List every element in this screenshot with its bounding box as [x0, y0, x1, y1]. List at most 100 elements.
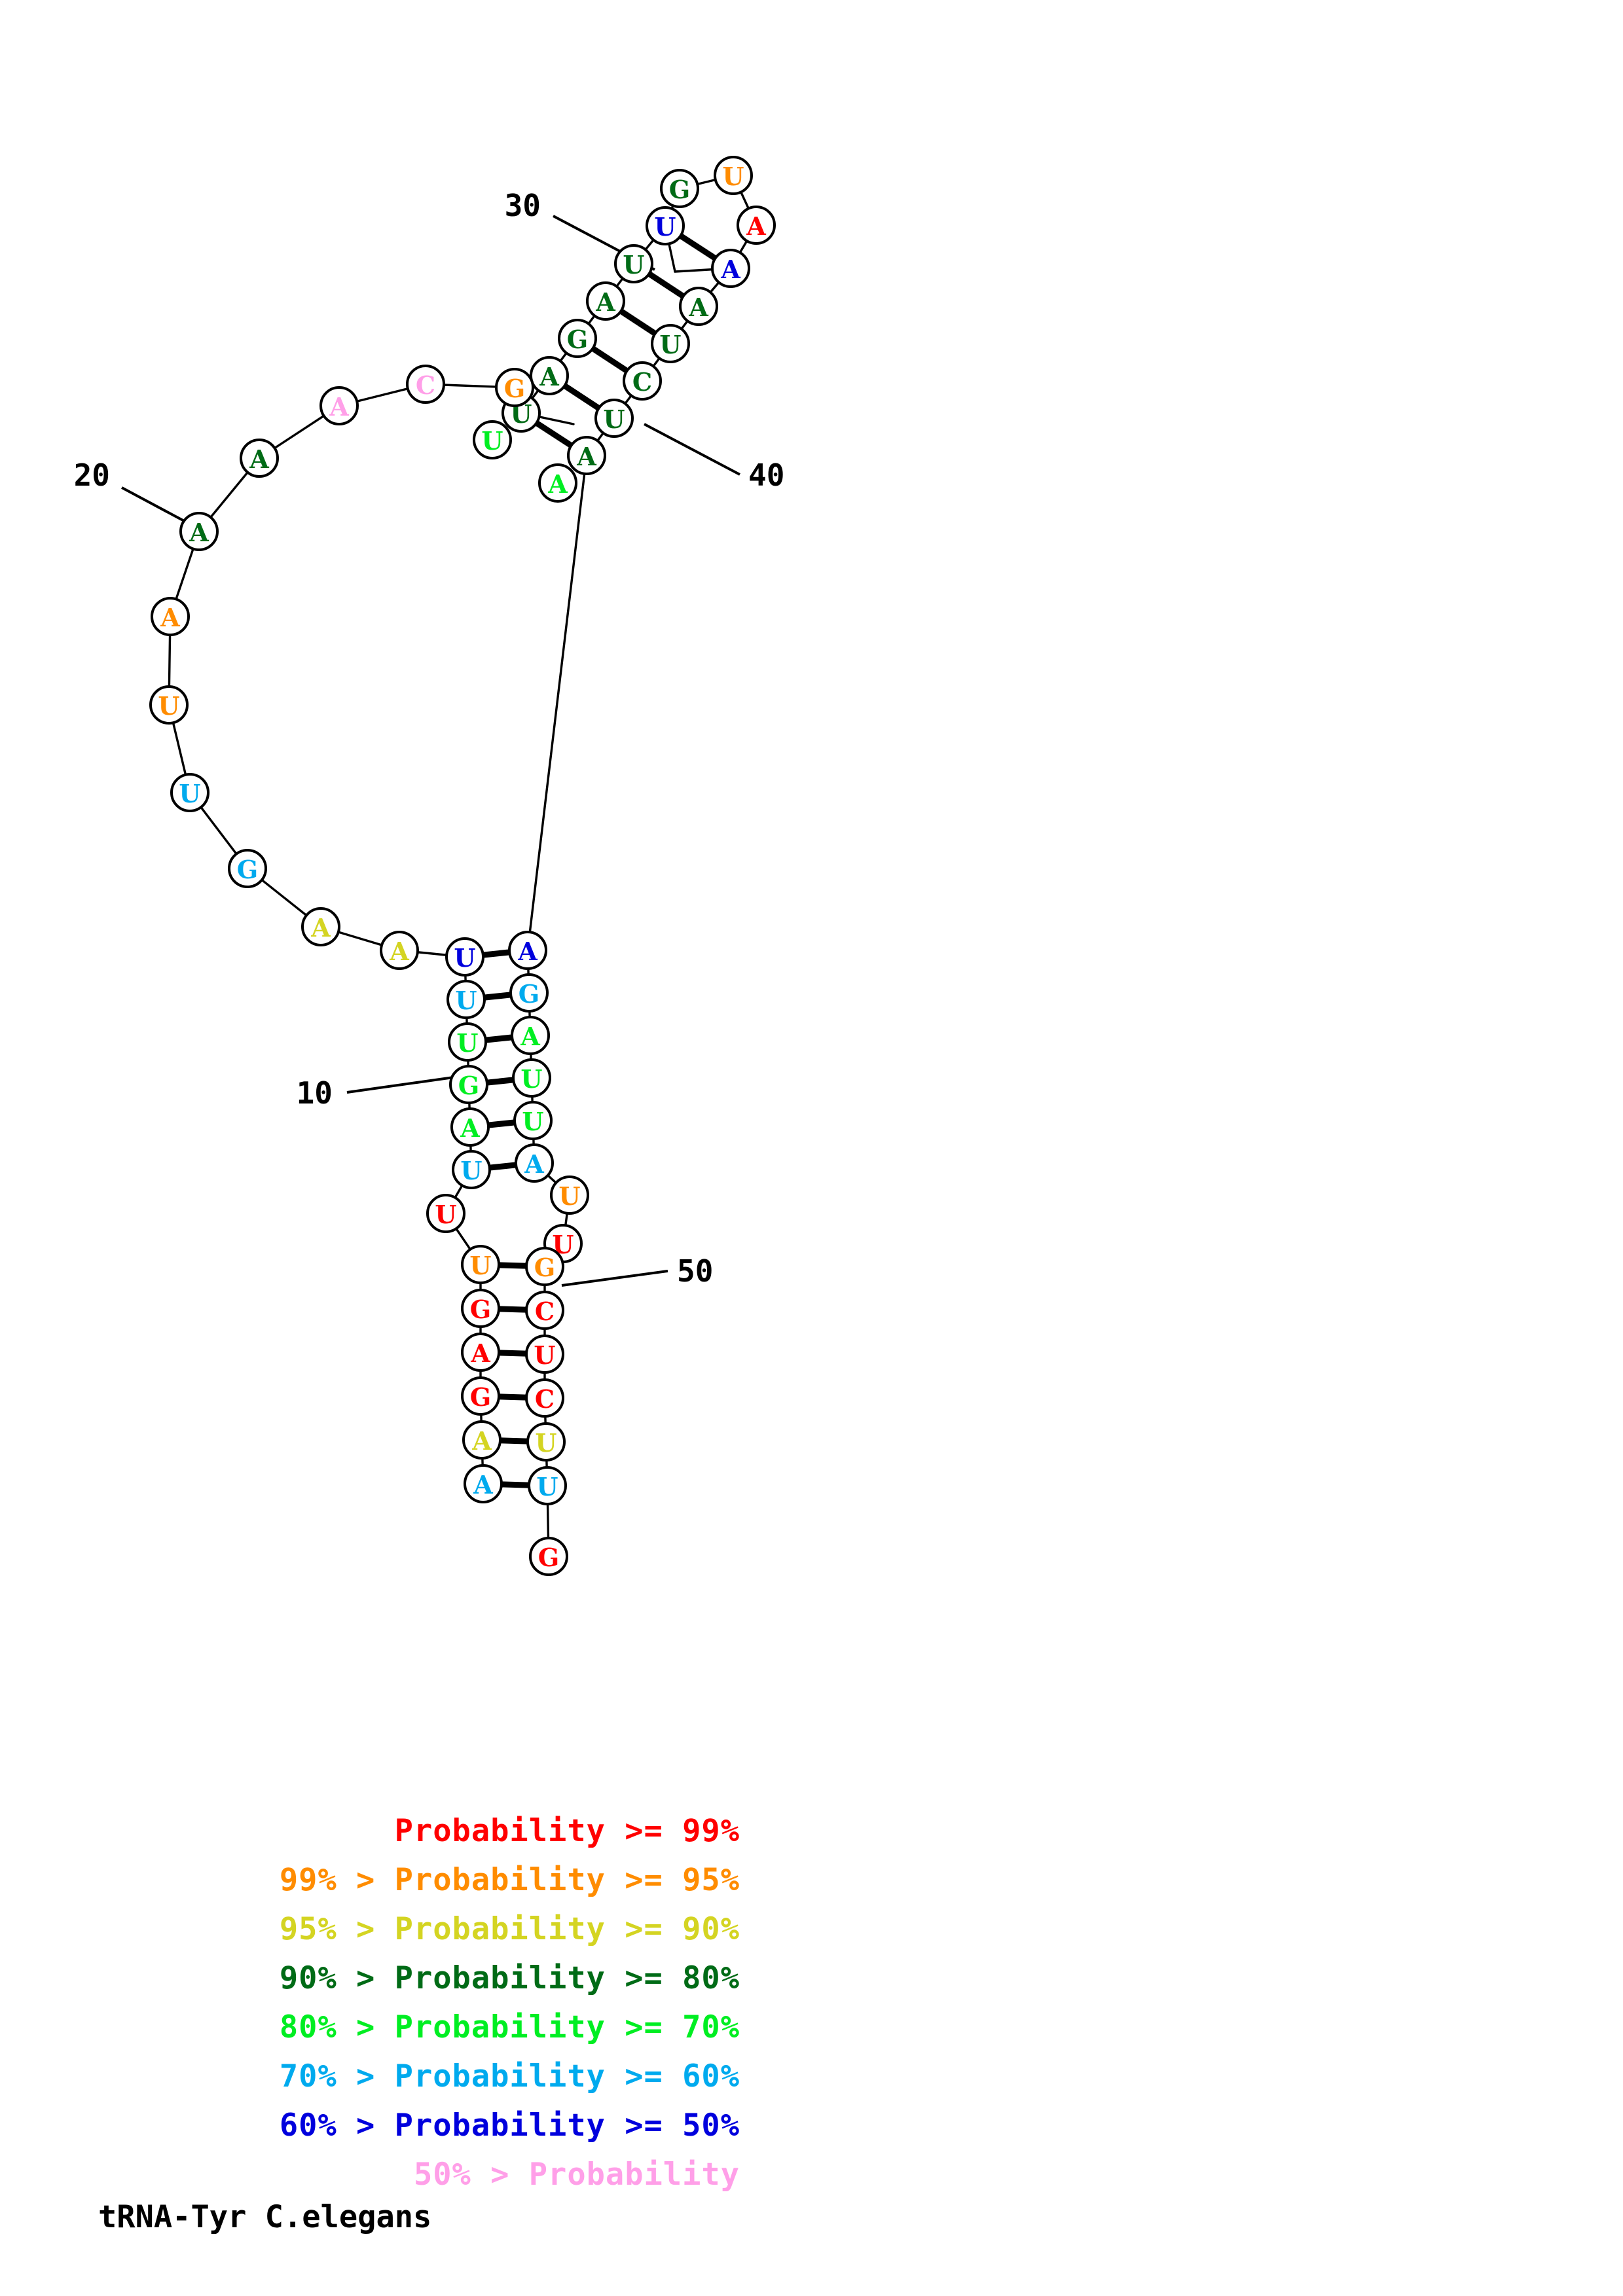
legend-row-50: 60% > Probability >= 50% — [279, 2108, 740, 2144]
svg-text:A: A — [310, 913, 331, 942]
svg-text:A: A — [460, 1113, 480, 1143]
svg-text:A: A — [517, 937, 538, 966]
svg-text:U: U — [481, 426, 503, 456]
residue-node: U — [452, 1150, 491, 1189]
leader-10 — [346, 1075, 459, 1094]
svg-text:G: G — [538, 1543, 559, 1572]
svg-text:A: A — [539, 362, 559, 391]
svg-text:U: U — [522, 1107, 543, 1136]
svg-text:C: C — [632, 367, 652, 397]
residue-node: C — [406, 365, 445, 404]
diagram-title: tRNA-Tyr C.elegans — [98, 2199, 432, 2235]
svg-text:U: U — [654, 212, 676, 242]
svg-text:A: A — [470, 1338, 490, 1368]
svg-text:U: U — [536, 1472, 558, 1501]
svg-text:G: G — [237, 855, 258, 884]
svg-text:A: A — [520, 1022, 540, 1051]
svg-text:U: U — [158, 691, 179, 721]
svg-text:C: C — [535, 1384, 555, 1414]
position-label-30: 30 — [505, 188, 541, 223]
residue-node: A — [240, 439, 279, 478]
svg-text:G: G — [519, 979, 539, 1009]
residue-node: A — [679, 287, 718, 326]
position-label-40: 40 — [748, 457, 784, 493]
residue-node: U — [445, 937, 484, 977]
residue-node: A — [450, 1107, 490, 1147]
svg-text:U: U — [558, 1181, 580, 1211]
residue-node: U — [513, 1101, 553, 1140]
residue-node: A — [461, 1333, 500, 1372]
svg-text:U: U — [179, 779, 200, 808]
svg-text:A: A — [746, 211, 766, 241]
svg-text:U: U — [520, 1064, 542, 1094]
svg-text:A: A — [329, 392, 349, 422]
svg-text:A: A — [473, 1470, 493, 1499]
residue-node: U — [149, 685, 189, 725]
svg-text:A: A — [720, 255, 740, 284]
svg-text:U: U — [534, 1340, 555, 1370]
residue-node: U — [448, 1022, 487, 1062]
svg-text:C: C — [416, 370, 435, 400]
svg-text:U: U — [456, 1028, 478, 1058]
svg-text:U: U — [469, 1251, 491, 1280]
position-number-labels: 10 20 30 40 50 — [74, 188, 785, 1289]
rna-secondary-structure-diagram: 10 20 30 40 50 G U A U U A G A U A A U C… — [74, 156, 785, 1576]
residue-node: U — [594, 399, 634, 438]
svg-text:A: A — [189, 518, 209, 547]
residue-node: G — [461, 1289, 500, 1328]
residue-node: U — [426, 1194, 465, 1233]
probability-legend: Probability >= 99% 99% > Probability >= … — [0, 1806, 818, 2199]
residue-node: U — [473, 420, 512, 459]
svg-text:G: G — [470, 1382, 491, 1412]
residue-node: C — [525, 1378, 564, 1418]
svg-text:U: U — [435, 1200, 456, 1229]
leader-40 — [644, 423, 740, 476]
svg-text:A: A — [595, 287, 615, 317]
residue-node: A — [515, 1143, 554, 1183]
svg-text:U: U — [535, 1428, 556, 1458]
residue-node: G — [228, 849, 267, 888]
svg-text:G: G — [458, 1071, 479, 1100]
residue-node: U — [714, 156, 753, 195]
residue-node: U — [614, 244, 653, 283]
svg-text:U: U — [460, 1156, 482, 1185]
residue-node: A — [538, 463, 577, 503]
position-label-20: 20 — [74, 457, 110, 493]
svg-text:A: A — [389, 937, 409, 966]
svg-text:A: A — [576, 442, 596, 471]
residue-node: U — [526, 1422, 566, 1462]
svg-text:G: G — [567, 325, 588, 354]
residue-node: A — [511, 1016, 550, 1055]
svg-text:A: A — [249, 444, 269, 474]
residue-node: A — [179, 512, 219, 551]
svg-text:U: U — [455, 986, 477, 1015]
legend-row-99: Probability >= 99% — [394, 1813, 740, 1849]
residue-node: A — [151, 597, 190, 636]
svg-text:G: G — [504, 374, 525, 403]
svg-text:A: A — [547, 469, 568, 499]
residue-node: G — [660, 169, 699, 208]
legend-row-90: 95% > Probability >= 90% — [279, 1911, 740, 1947]
residue-node: U — [525, 1335, 564, 1374]
svg-text:U: U — [659, 330, 681, 359]
svg-text:U: U — [454, 943, 475, 973]
svg-text:A: A — [160, 603, 180, 632]
position-label-10: 10 — [297, 1075, 333, 1111]
residue-node: C — [525, 1291, 564, 1330]
svg-text:U: U — [623, 250, 644, 279]
legend-row-60: 70% > Probability >= 60% — [279, 2058, 740, 2094]
residue-node: A — [586, 281, 625, 321]
svg-text:A: A — [524, 1149, 544, 1179]
residue-node: G — [449, 1065, 488, 1104]
leader-50 — [561, 1270, 668, 1287]
svg-text:G: G — [470, 1295, 491, 1324]
svg-text:U: U — [722, 162, 744, 191]
residue-node: G — [558, 319, 597, 358]
residue-node: C — [623, 361, 662, 401]
legend-row-70: 80% > Probability >= 70% — [279, 2009, 740, 2045]
residue-node: A — [737, 206, 776, 245]
residue-node: A — [464, 1464, 503, 1503]
residue-node: A — [567, 436, 606, 475]
residue-node: U — [461, 1245, 500, 1284]
residue-node: A — [319, 386, 359, 425]
